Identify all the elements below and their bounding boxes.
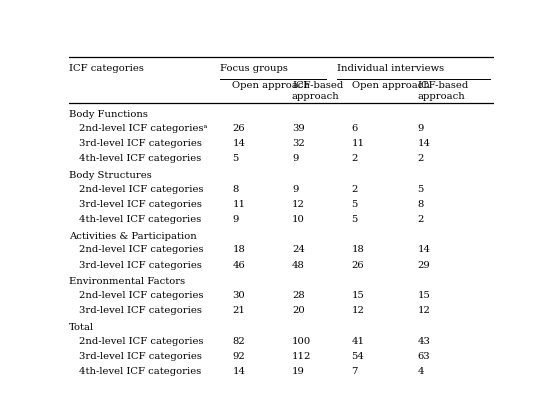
Text: 32: 32 [292, 139, 305, 148]
Text: 9: 9 [292, 185, 298, 194]
Text: 2nd-level ICF categories: 2nd-level ICF categories [79, 337, 204, 346]
Text: 100: 100 [292, 337, 311, 346]
Text: 3rd-level ICF categories: 3rd-level ICF categories [79, 261, 202, 270]
Text: Open approach: Open approach [232, 81, 310, 90]
Text: 20: 20 [292, 307, 305, 316]
Text: 30: 30 [232, 291, 245, 300]
Text: Total: Total [69, 323, 94, 332]
Text: Body Structures: Body Structures [69, 171, 152, 180]
Text: 48: 48 [292, 261, 305, 270]
Text: 14: 14 [232, 368, 245, 376]
Text: 5: 5 [232, 154, 239, 163]
Text: 5: 5 [351, 215, 358, 224]
Text: 26: 26 [351, 261, 364, 270]
Text: 82: 82 [232, 337, 245, 346]
Text: 14: 14 [232, 139, 245, 148]
Text: Environmental Factors: Environmental Factors [69, 277, 185, 286]
Text: 12: 12 [292, 200, 305, 209]
Text: 3rd-level ICF categories: 3rd-level ICF categories [79, 307, 202, 316]
Text: 2: 2 [351, 185, 358, 194]
Text: 2nd-level ICF categories: 2nd-level ICF categories [79, 291, 204, 300]
Text: 19: 19 [292, 368, 305, 376]
Text: 41: 41 [351, 337, 365, 346]
Text: 11: 11 [232, 200, 245, 209]
Text: 28: 28 [292, 291, 305, 300]
Text: Focus groups: Focus groups [220, 64, 288, 73]
Text: 14: 14 [417, 246, 430, 255]
Text: 8: 8 [232, 185, 239, 194]
Text: Activities & Participation: Activities & Participation [69, 232, 197, 241]
Text: 2: 2 [351, 154, 358, 163]
Text: 15: 15 [351, 291, 365, 300]
Text: 18: 18 [351, 246, 365, 255]
Text: 11: 11 [351, 139, 365, 148]
Text: 4: 4 [417, 368, 424, 376]
Text: 5: 5 [351, 200, 358, 209]
Text: 29: 29 [417, 261, 430, 270]
Text: 26: 26 [232, 124, 245, 133]
Text: 54: 54 [351, 352, 365, 361]
Text: 2: 2 [417, 215, 424, 224]
Text: 12: 12 [417, 307, 430, 316]
Text: 63: 63 [417, 352, 430, 361]
Text: Open approach: Open approach [351, 81, 429, 90]
Text: 2nd-level ICF categoriesᵃ: 2nd-level ICF categoriesᵃ [79, 124, 208, 133]
Text: 14: 14 [417, 139, 430, 148]
Text: 9: 9 [232, 215, 239, 224]
Text: 3rd-level ICF categories: 3rd-level ICF categories [79, 139, 202, 148]
Text: 92: 92 [232, 352, 245, 361]
Text: ICF categories: ICF categories [69, 64, 143, 73]
Text: Body Functions: Body Functions [69, 110, 148, 119]
Text: 7: 7 [351, 368, 358, 376]
Text: 24: 24 [292, 246, 305, 255]
Text: 46: 46 [232, 261, 245, 270]
Text: 4th-level ICF categories: 4th-level ICF categories [79, 154, 201, 163]
Text: 9: 9 [292, 154, 298, 163]
Text: ICF-based
approach: ICF-based approach [417, 81, 469, 101]
Text: 18: 18 [232, 246, 245, 255]
Text: 4th-level ICF categories: 4th-level ICF categories [79, 368, 201, 376]
Text: 2: 2 [417, 154, 424, 163]
Text: 39: 39 [292, 124, 305, 133]
Text: 15: 15 [417, 291, 430, 300]
Text: 5: 5 [417, 185, 424, 194]
Text: 8: 8 [417, 200, 424, 209]
Text: 3rd-level ICF categories: 3rd-level ICF categories [79, 352, 202, 361]
Text: 3rd-level ICF categories: 3rd-level ICF categories [79, 200, 202, 209]
Text: 6: 6 [351, 124, 358, 133]
Text: 12: 12 [351, 307, 365, 316]
Text: 9: 9 [417, 124, 424, 133]
Text: 21: 21 [232, 307, 245, 316]
Text: 2nd-level ICF categories: 2nd-level ICF categories [79, 185, 204, 194]
Text: 2nd-level ICF categories: 2nd-level ICF categories [79, 246, 204, 255]
Text: ICF-based
approach: ICF-based approach [292, 81, 343, 101]
Text: 43: 43 [417, 337, 430, 346]
Text: Individual interviews: Individual interviews [337, 64, 444, 73]
Text: 4th-level ICF categories: 4th-level ICF categories [79, 215, 201, 224]
Text: 112: 112 [292, 352, 311, 361]
Text: 10: 10 [292, 215, 305, 224]
